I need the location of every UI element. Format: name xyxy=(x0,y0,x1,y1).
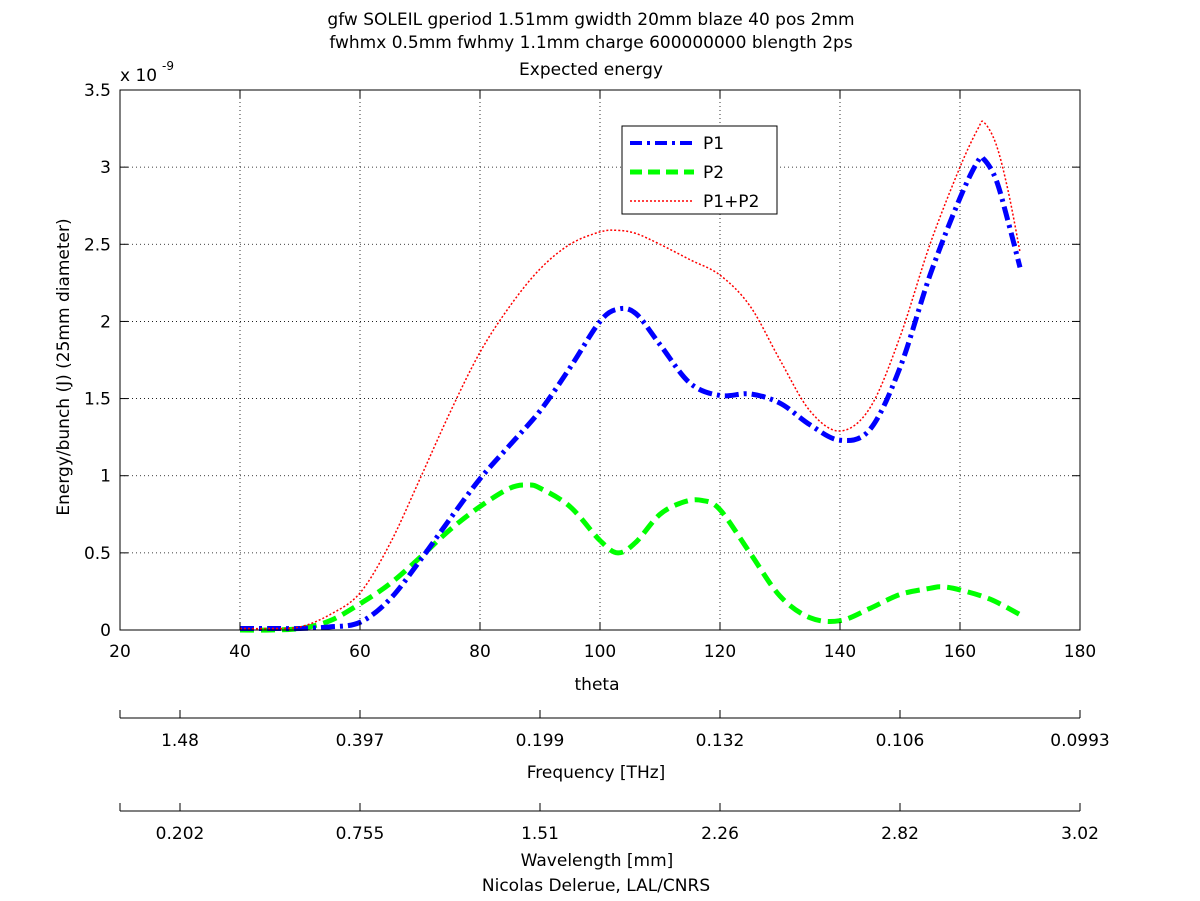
x-tick-label: 100 xyxy=(584,642,616,662)
secondary-tick-label: 0.397 xyxy=(336,731,385,751)
y-tick-label: 3.5 xyxy=(84,81,111,101)
series-line-p1-p2 xyxy=(239,120,1021,630)
secondary-tick-label: 0.202 xyxy=(156,824,205,844)
y-scale-base: x 10 xyxy=(120,66,157,86)
wavelength-axis-label: Wavelength [mm] xyxy=(521,851,674,871)
secondary-tick-label: 2.26 xyxy=(701,824,739,844)
legend-label-p1: P1 xyxy=(703,134,724,154)
y-axis-label: Energy/bunch (J) (25mm diameter) xyxy=(54,218,74,515)
frequency-axis-ticks: 1.48 0.397 0.199 0.132 0.106 0.0993 xyxy=(119,710,1110,751)
secondary-tick-label: 2.82 xyxy=(881,824,919,844)
credit-text: Nicolas Delerue, LAL/CNRS xyxy=(482,876,710,896)
secondary-tick-label: 1.48 xyxy=(161,731,199,751)
y-tick-label: 1.5 xyxy=(84,390,111,410)
y-tick-label: 0.5 xyxy=(84,544,111,564)
x-tick-label: 80 xyxy=(469,642,491,662)
secondary-tick-label: 0.755 xyxy=(336,824,385,844)
ticks: 20 40 60 80 100 120 140 160 180 0 0.5 1 1.5 2 2.5 3 3.5 xyxy=(84,81,1096,662)
series-line-p1 xyxy=(240,154,1023,632)
y-tick-label: 3 xyxy=(100,158,111,178)
series-layer xyxy=(239,120,1023,633)
chart-title-line-3: Expected energy xyxy=(519,60,663,80)
secondary-tick-label: 0.132 xyxy=(696,731,745,751)
x-tick-label: 160 xyxy=(944,642,976,662)
frequency-axis: 1.48 0.397 0.199 0.132 0.106 0.0993 Frequency… xyxy=(119,710,1110,783)
x-tick-label: 60 xyxy=(349,642,371,662)
y-tick-label: 0 xyxy=(100,621,111,641)
x-tick-label: 20 xyxy=(109,642,131,662)
wavelength-axis-ticks: 0.202 0.755 1.51 2.26 2.82 3.02 xyxy=(119,803,1099,844)
y-tick-label: 2.5 xyxy=(84,235,111,255)
y-scale-exponent: -9 xyxy=(162,59,174,73)
legend: P1 P2 P1+P2 xyxy=(621,125,778,215)
secondary-tick-label: 0.199 xyxy=(516,731,565,751)
y-tick-label: 1 xyxy=(100,467,111,487)
legend-label-p1p2: P1+P2 xyxy=(703,192,759,212)
y-tick-label: 2 xyxy=(100,312,111,332)
legend-label-p2: P2 xyxy=(703,163,724,183)
x-tick-label: 120 xyxy=(704,642,736,662)
x-tick-label: 40 xyxy=(229,642,251,662)
wavelength-axis: 0.202 0.755 1.51 2.26 2.82 3.02 Wavelength [m… xyxy=(119,803,1099,871)
secondary-tick-label: 3.02 xyxy=(1061,824,1099,844)
secondary-tick-label: 0.106 xyxy=(876,731,925,751)
legend-box xyxy=(621,125,778,215)
frequency-axis-label: Frequency [THz] xyxy=(527,763,666,783)
chart-title-line-1: gfw SOLEIL gperiod 1.51mm gwidth 20mm bl… xyxy=(327,10,854,30)
x-axis-label: theta xyxy=(575,675,620,695)
chart-title-line-2: fwhmx 0.5mm fwhmy 1.1mm charge 600000000… xyxy=(329,33,853,53)
x-tick-label: 140 xyxy=(824,642,856,662)
x-tick-label: 180 xyxy=(1064,642,1096,662)
secondary-tick-label: 0.0993 xyxy=(1050,731,1109,751)
series-line-p2 xyxy=(239,482,1022,633)
secondary-tick-label: 1.51 xyxy=(521,824,559,844)
